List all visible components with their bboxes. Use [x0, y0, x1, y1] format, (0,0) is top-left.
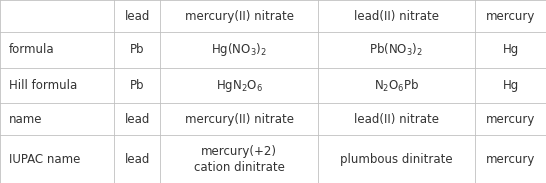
Text: mercury: mercury — [486, 113, 535, 126]
Text: mercury(+2)
cation dinitrate: mercury(+2) cation dinitrate — [194, 145, 284, 174]
Text: mercury(II) nitrate: mercury(II) nitrate — [185, 113, 294, 126]
Text: name: name — [9, 113, 43, 126]
Text: mercury(II) nitrate: mercury(II) nitrate — [185, 10, 294, 23]
Text: mercury: mercury — [486, 153, 535, 166]
Text: plumbous dinitrate: plumbous dinitrate — [340, 153, 453, 166]
Text: lead(II) nitrate: lead(II) nitrate — [354, 113, 439, 126]
Text: Pb: Pb — [130, 79, 145, 92]
Text: Hg: Hg — [502, 79, 519, 92]
Text: lead: lead — [124, 113, 150, 126]
Text: mercury: mercury — [486, 10, 535, 23]
Text: Hill formula: Hill formula — [9, 79, 78, 92]
Text: HgN$_2$O$_6$: HgN$_2$O$_6$ — [216, 78, 263, 94]
Text: N$_2$O$_6$Pb: N$_2$O$_6$Pb — [373, 78, 419, 94]
Text: Hg: Hg — [502, 43, 519, 56]
Text: Pb(NO$_3$)$_2$: Pb(NO$_3$)$_2$ — [370, 42, 423, 58]
Text: lead: lead — [124, 153, 150, 166]
Text: IUPAC name: IUPAC name — [9, 153, 80, 166]
Text: Pb: Pb — [130, 43, 145, 56]
Text: formula: formula — [9, 43, 55, 56]
Text: Hg(NO$_3$)$_2$: Hg(NO$_3$)$_2$ — [211, 41, 267, 58]
Text: lead: lead — [124, 10, 150, 23]
Text: lead(II) nitrate: lead(II) nitrate — [354, 10, 439, 23]
